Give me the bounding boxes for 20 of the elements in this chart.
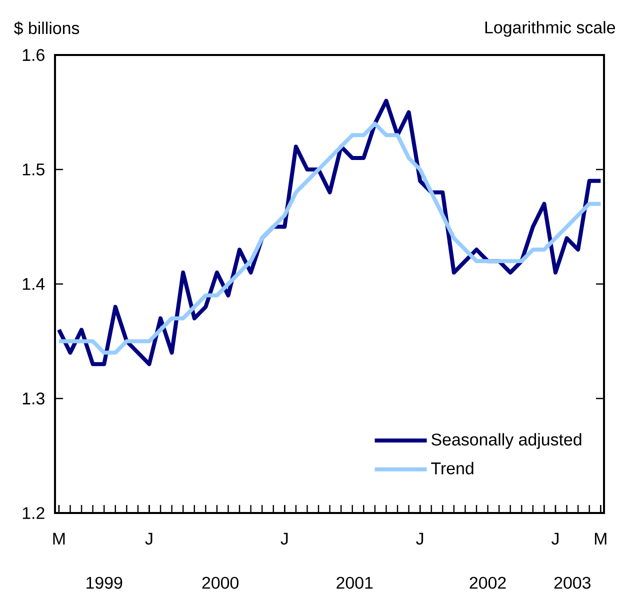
x-tick-label: J — [280, 532, 288, 545]
x-tick-label: J — [552, 532, 558, 545]
y-tick-label: 1.4 — [22, 278, 45, 290]
text: 1999 — [86, 576, 122, 589]
text: Logarithmic scale — [485, 21, 616, 37]
text: 2001 — [336, 576, 373, 589]
text: 2000 — [202, 576, 239, 589]
y-tick-label: 1.2 — [22, 507, 44, 519]
y-tick-label: 1.5 — [22, 164, 44, 176]
text: 2003 — [554, 576, 590, 589]
legend-label: Trend — [431, 462, 474, 474]
x-tick-label: M — [53, 532, 65, 544]
y-tick-label: 1.3 — [22, 392, 44, 404]
x-tick-label: M — [594, 532, 606, 544]
legend-label: Seasonally adjusted — [432, 433, 582, 449]
y-tick-label: 1.6 — [22, 48, 44, 61]
text: 2002 — [470, 576, 506, 589]
x-tick-label: J — [145, 532, 152, 545]
x-tick-label: J — [416, 532, 424, 545]
y-axis-title: $ billions — [14, 21, 80, 36]
